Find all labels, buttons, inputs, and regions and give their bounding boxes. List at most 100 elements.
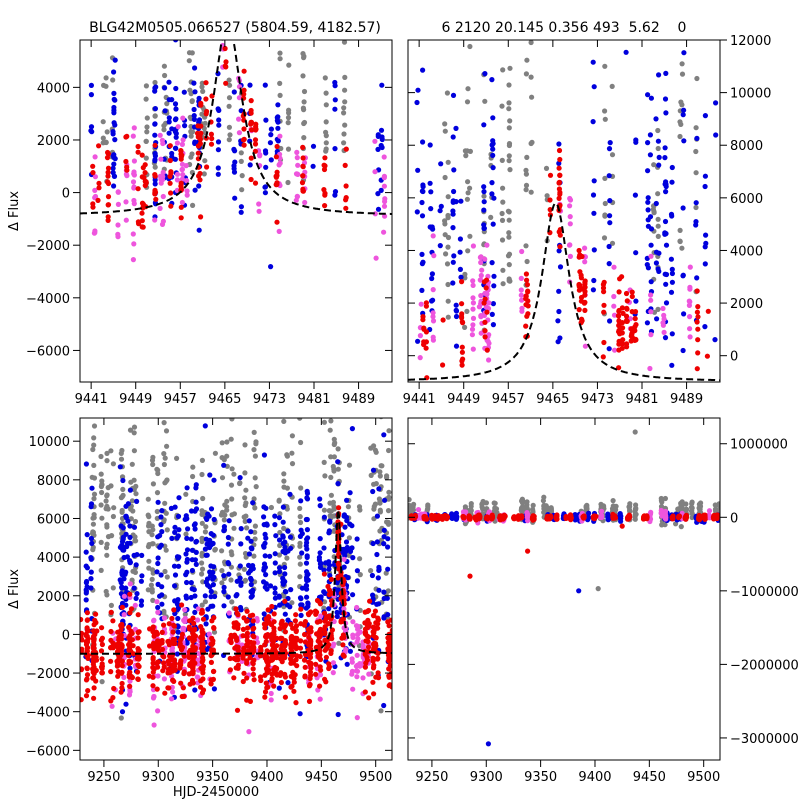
- point-red: [601, 309, 607, 315]
- point-blue: [202, 423, 208, 429]
- point-blue: [556, 248, 562, 254]
- point-gray: [163, 428, 170, 434]
- point-blue: [246, 518, 252, 524]
- point-gray: [203, 524, 209, 530]
- point-red: [85, 688, 91, 694]
- point-gray: [442, 218, 448, 224]
- point-blue: [83, 597, 89, 603]
- point-blue: [419, 213, 426, 219]
- point-red: [93, 611, 99, 617]
- point-blue: [111, 154, 117, 161]
- point-blue: [298, 498, 304, 504]
- point-red: [250, 671, 256, 678]
- point-gray: [100, 119, 106, 125]
- point-blue: [155, 499, 161, 505]
- point-blue: [556, 308, 562, 315]
- point-blue: [134, 591, 140, 597]
- point-pink: [524, 512, 530, 518]
- point-gray: [200, 88, 206, 94]
- point-blue: [287, 604, 293, 610]
- point-blue: [173, 106, 179, 112]
- point-red: [135, 676, 141, 683]
- point-red: [556, 147, 563, 154]
- point-blue: [125, 518, 131, 524]
- point-gray: [468, 501, 474, 507]
- point-gray: [445, 159, 451, 165]
- point-gray: [377, 469, 383, 475]
- point-blue: [225, 594, 231, 600]
- point-blue: [276, 565, 283, 571]
- point-red: [307, 675, 313, 682]
- point-gray: [164, 443, 170, 449]
- point-blue: [120, 477, 126, 484]
- point-gray: [693, 204, 699, 211]
- point-gray: [601, 235, 608, 241]
- point-pink: [567, 203, 573, 209]
- y-tick-label: 6000: [37, 512, 70, 527]
- point-blue: [379, 82, 385, 88]
- point-blue: [663, 189, 669, 195]
- point-gray: [529, 94, 535, 100]
- point-pink: [478, 313, 484, 319]
- point-blue: [152, 121, 158, 127]
- point-blue: [713, 428, 718, 433]
- point-blue: [681, 107, 687, 113]
- point-red: [204, 108, 210, 115]
- point-pink: [131, 158, 137, 164]
- point-gray: [327, 411, 332, 416]
- point-blue: [427, 180, 433, 186]
- point-red: [556, 186, 563, 192]
- point-blue: [169, 126, 175, 132]
- point-red: [340, 594, 346, 600]
- point-gray: [132, 538, 138, 544]
- point-blue: [111, 120, 117, 126]
- point-blue: [172, 583, 178, 589]
- point-blue: [663, 110, 669, 116]
- point-gray: [226, 103, 232, 109]
- point-blue: [703, 232, 709, 238]
- point-gray: [289, 433, 295, 439]
- point-gray: [528, 140, 534, 147]
- point-gray: [712, 502, 718, 508]
- point-red: [302, 674, 308, 680]
- point-gray: [346, 462, 353, 468]
- point-red: [484, 347, 490, 353]
- point-red: [147, 626, 153, 632]
- point-blue: [131, 585, 137, 591]
- y-tick-label: −2000: [26, 239, 70, 254]
- point-red: [161, 660, 167, 666]
- point-blue: [334, 609, 340, 616]
- point-pink: [660, 305, 666, 312]
- point-pink: [611, 264, 617, 270]
- point-gray: [383, 570, 389, 576]
- point-blue: [647, 132, 654, 138]
- point-gray: [445, 212, 451, 219]
- point-blue: [237, 575, 243, 581]
- point-blue: [681, 311, 687, 317]
- point-blue: [449, 515, 455, 522]
- point-red: [620, 325, 626, 331]
- point-blue: [317, 503, 323, 509]
- point-blue: [590, 119, 596, 125]
- point-red: [461, 515, 467, 521]
- point-blue: [184, 535, 190, 542]
- point-pink: [170, 689, 176, 695]
- point-blue: [662, 335, 669, 341]
- x-tick-label: 9449: [119, 392, 152, 407]
- point-blue: [713, 100, 719, 106]
- point-red: [616, 308, 622, 314]
- point-blue: [285, 548, 291, 554]
- point-red: [115, 629, 121, 635]
- point-red: [624, 317, 630, 323]
- point-blue: [326, 606, 332, 612]
- point-red: [99, 670, 105, 676]
- point-red: [211, 625, 217, 631]
- point-blue: [326, 528, 332, 534]
- point-gray: [443, 251, 449, 257]
- point-red: [629, 289, 635, 295]
- point-red: [317, 633, 323, 639]
- point-red: [619, 305, 626, 311]
- point-red: [283, 622, 289, 628]
- point-blue: [184, 556, 190, 563]
- point-red: [169, 615, 175, 622]
